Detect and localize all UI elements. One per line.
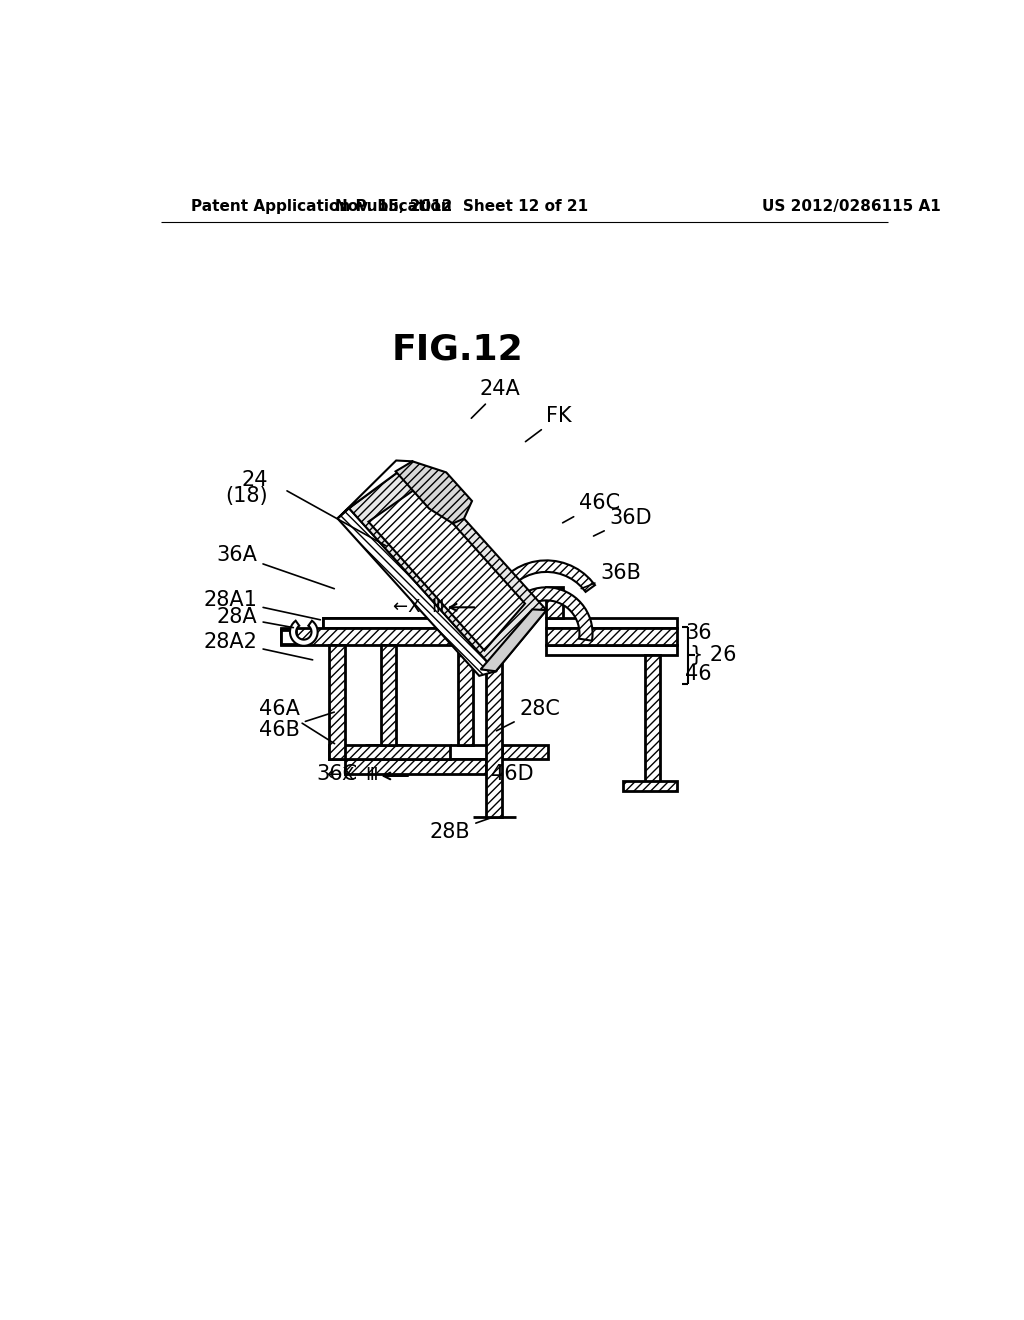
Polygon shape (290, 620, 317, 645)
Text: 46: 46 (685, 664, 712, 684)
Text: 46C: 46C (562, 492, 620, 523)
Polygon shape (349, 461, 547, 672)
Text: 46D: 46D (490, 764, 534, 784)
Text: FK: FK (525, 407, 572, 442)
Polygon shape (323, 618, 508, 628)
Polygon shape (281, 628, 508, 645)
Text: 28A1: 28A1 (204, 590, 321, 620)
Polygon shape (323, 618, 451, 628)
Polygon shape (624, 780, 677, 792)
Polygon shape (547, 618, 677, 628)
Polygon shape (338, 461, 413, 519)
Text: } 26: } 26 (690, 645, 737, 665)
Text: FIG.12: FIG.12 (392, 333, 523, 367)
Text: 28C: 28C (497, 700, 560, 731)
Polygon shape (395, 461, 472, 524)
Text: 36A: 36A (217, 545, 334, 589)
Text: 46A: 46A (259, 700, 335, 743)
Polygon shape (330, 744, 451, 759)
Text: 36: 36 (685, 623, 712, 643)
Text: Nov. 15, 2012  Sheet 12 of 21: Nov. 15, 2012 Sheet 12 of 21 (335, 198, 588, 214)
Polygon shape (330, 645, 345, 759)
Text: 28A: 28A (217, 607, 293, 627)
Text: Patent Application Publication: Patent Application Publication (190, 198, 452, 214)
Text: US 2012/0286115 A1: US 2012/0286115 A1 (762, 198, 941, 214)
Text: ←X  Ⅲ: ←X Ⅲ (327, 766, 379, 784)
Text: 46B: 46B (259, 711, 334, 739)
Text: 28A2: 28A2 (204, 632, 312, 660)
Polygon shape (500, 587, 593, 640)
Polygon shape (381, 645, 396, 744)
Polygon shape (480, 610, 547, 672)
Polygon shape (547, 628, 677, 645)
Text: ←X  Ⅲ: ←X Ⅲ (393, 598, 444, 615)
Polygon shape (345, 759, 486, 775)
Polygon shape (547, 645, 677, 655)
Text: 24A: 24A (471, 379, 520, 418)
Polygon shape (486, 645, 502, 817)
Text: 28B: 28B (430, 817, 492, 842)
Polygon shape (281, 630, 296, 644)
Text: 36C: 36C (316, 764, 357, 784)
Text: 36B: 36B (582, 562, 641, 589)
Polygon shape (486, 561, 595, 656)
Polygon shape (338, 508, 496, 676)
Polygon shape (369, 486, 525, 651)
Polygon shape (458, 645, 473, 744)
Text: 36D: 36D (594, 508, 652, 536)
Polygon shape (645, 655, 660, 781)
Polygon shape (547, 587, 563, 618)
Text: 24: 24 (241, 470, 267, 490)
Text: (18): (18) (225, 486, 267, 506)
Polygon shape (502, 744, 548, 759)
